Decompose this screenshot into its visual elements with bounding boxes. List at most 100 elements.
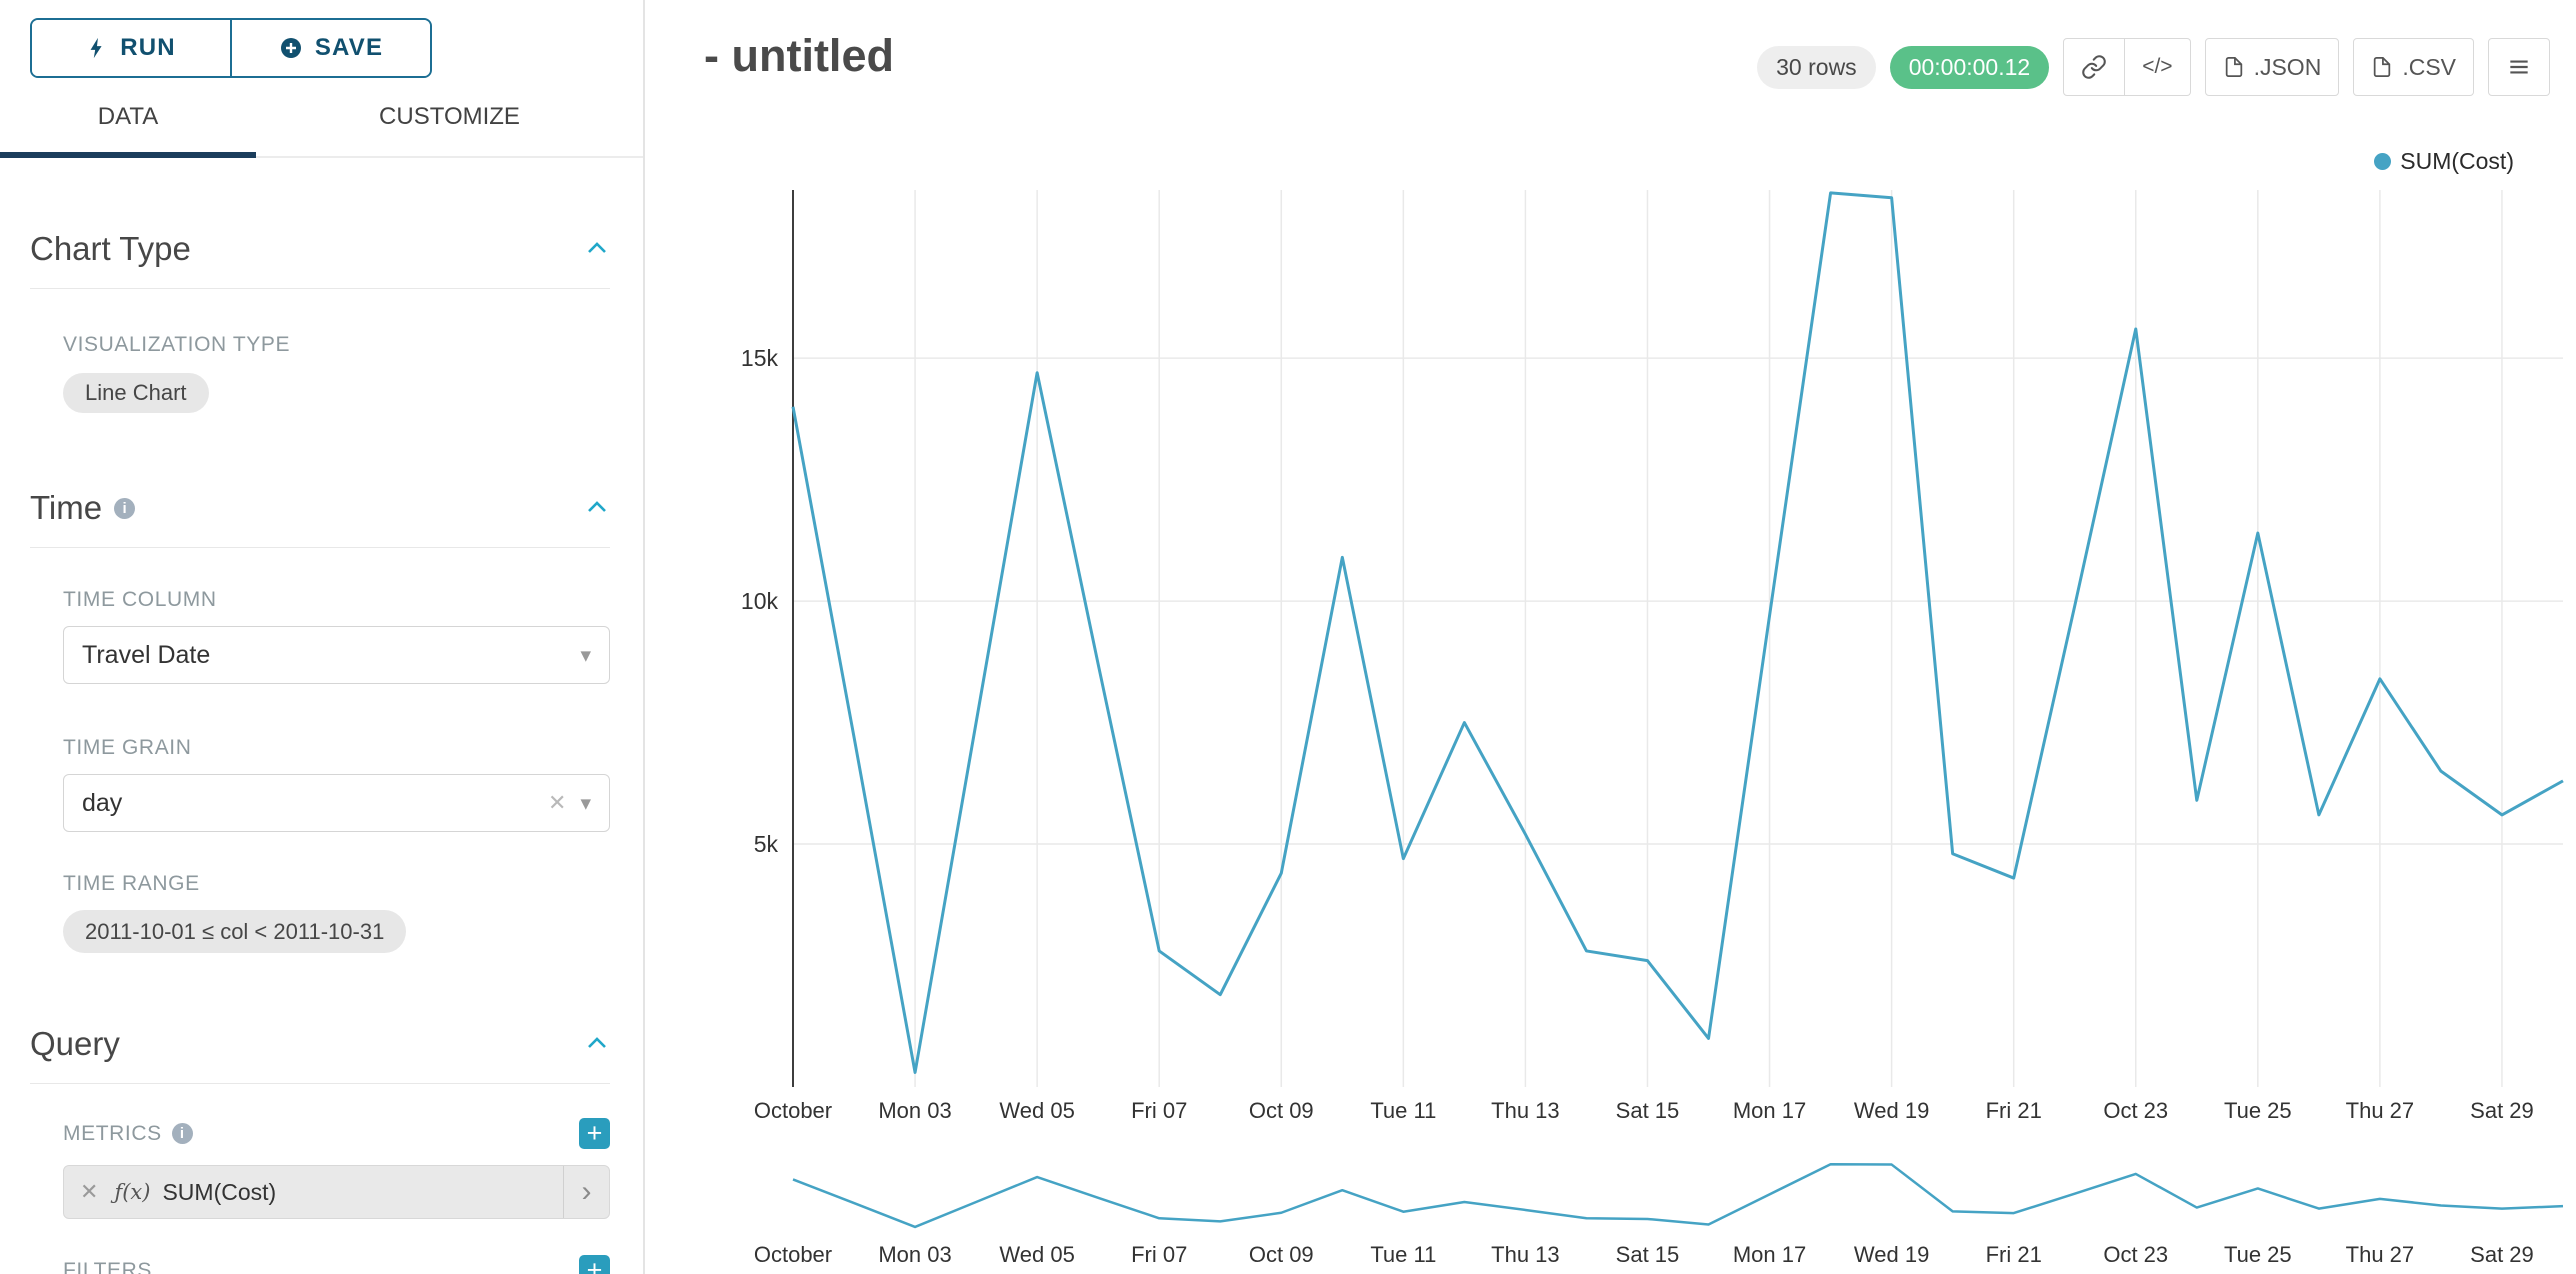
code-icon: </> (2142, 55, 2173, 78)
time-column-value: Travel Date (82, 640, 211, 669)
x-tick-label: Oct 09 (1249, 1242, 1314, 1267)
chevron-up-icon[interactable] (584, 495, 610, 521)
chart-menu-button[interactable] (2488, 38, 2550, 96)
bolt-icon (90, 37, 102, 59)
series-line[interactable] (791, 191, 2564, 1074)
y-tick-label: 5k (754, 831, 779, 857)
x-tick-label: Tue 25 (2224, 1242, 2292, 1267)
metric-label: SUM(Cost) (162, 1178, 277, 1205)
x-tick-label: Thu 13 (1491, 1098, 1560, 1123)
x-tick-label: Fri 07 (1131, 1242, 1187, 1267)
chevron-down-icon: ▾ (580, 791, 591, 815)
x-tick-label: Fri 21 (1986, 1098, 2042, 1123)
x-tick-label: Mon 17 (1733, 1098, 1806, 1123)
time-column-label: TIME COLUMN (63, 588, 217, 611)
x-tick-label: Wed 05 (999, 1098, 1074, 1123)
x-tick-label: Sat 15 (1616, 1242, 1680, 1267)
embed-code-button[interactable]: </> (2125, 38, 2191, 96)
run-button[interactable]: RUN (32, 20, 230, 76)
metrics-label: METRICS i (63, 1122, 193, 1146)
short-link-button[interactable] (2063, 38, 2126, 96)
run-save-group: RUN SAVE (30, 18, 432, 78)
link-icon (2082, 55, 2106, 79)
metrics-label-text: METRICS (63, 1121, 162, 1145)
rows-badge: 30 rows (1757, 45, 1876, 89)
x-tick-label: Tue 11 (1370, 1098, 1436, 1123)
run-label: RUN (120, 34, 176, 61)
chart-type-section-header[interactable]: Chart Type (30, 230, 610, 289)
chart-area: - untitled 30 rows 00:00:00.12 </> .JSON… (647, 0, 2576, 1274)
main-line-chart[interactable]: 5k 10k 15k October Mon 03 Wed 05 Fri 07 Oct 09 T… (647, 140, 2576, 1145)
save-button[interactable]: SAVE (230, 20, 430, 76)
chart-type-title: Chart Type (30, 230, 191, 267)
x-tick-label: Mon 03 (878, 1242, 951, 1267)
x-tick-label: Sat 29 (2470, 1098, 2534, 1123)
x-tick-label: Sat 15 (1616, 1098, 1680, 1123)
share-button-group: </> (2063, 38, 2191, 96)
x-tick-label: Oct 09 (1249, 1098, 1314, 1123)
chevron-up-icon[interactable] (584, 236, 610, 262)
legend-marker (2374, 153, 2392, 170)
file-icon (2225, 56, 2242, 78)
time-title-text: Time (30, 489, 103, 526)
header-controls: 30 rows 00:00:00.12 </> .JSON .CSV (1757, 38, 2550, 96)
info-icon: i (114, 497, 136, 519)
remove-metric-icon[interactable]: ✕ (80, 1179, 99, 1204)
tab-data[interactable]: DATA (0, 78, 256, 158)
y-tick-label: 10k (741, 588, 779, 614)
x-tick-label: Thu 27 (2346, 1242, 2415, 1267)
chart-legend[interactable]: SUM(Cost) (2374, 148, 2514, 175)
file-icon (2374, 56, 2391, 78)
add-filter-button[interactable]: + (579, 1255, 610, 1274)
add-metric-button[interactable]: + (579, 1118, 610, 1149)
chevron-down-icon: ▾ (580, 643, 591, 667)
x-tick-label: Tue 11 (1370, 1242, 1436, 1267)
x-tick-label: October (754, 1098, 832, 1123)
time-range-pill[interactable]: 2011-10-01 ≤ col < 2011-10-31 (63, 910, 407, 953)
x-tick-label: Mon 03 (878, 1098, 951, 1123)
x-tick-label: Mon 17 (1733, 1242, 1806, 1267)
y-tick-label: 15k (741, 345, 779, 371)
hamburger-icon (2510, 60, 2528, 74)
time-grain-value: day (82, 788, 123, 817)
viz-type-label: VISUALIZATION TYPE (63, 333, 291, 356)
data-panel: Chart Type VISUALIZATION TYPE Line Chart… (0, 230, 643, 1274)
tab-customize[interactable]: CUSTOMIZE (379, 103, 520, 130)
export-csv-button[interactable]: .CSV (2353, 38, 2474, 96)
time-title: Time i (30, 489, 136, 527)
clear-icon[interactable]: ✕ (548, 790, 567, 815)
x-tick-label: Fri 07 (1131, 1098, 1187, 1123)
mini-series-line (792, 1162, 2564, 1229)
x-tick-label: Fri 21 (1986, 1242, 2042, 1267)
x-tick-label: Tue 25 (2224, 1098, 2292, 1123)
save-label: SAVE (314, 34, 384, 61)
x-tick-label: Thu 27 (2346, 1098, 2415, 1123)
mini-preview-chart[interactable]: October Mon 03 Wed 05 Fri 07 Oct 09 Tue 11 Thu… (647, 1140, 2576, 1274)
export-json-label: .JSON (2253, 53, 2322, 80)
plus-circle-icon (280, 38, 301, 58)
x-tick-label: Sat 29 (2470, 1242, 2534, 1267)
query-title: Query (30, 1025, 120, 1062)
x-tick-label: Wed 19 (1854, 1242, 1929, 1267)
query-section-header[interactable]: Query (30, 1025, 610, 1084)
metric-item[interactable]: ✕ ƒ(x) SUM(Cost) › (63, 1165, 610, 1219)
export-csv-label: .CSV (2402, 53, 2456, 80)
info-icon: i (171, 1123, 193, 1144)
viz-type-pill[interactable]: Line Chart (63, 373, 209, 413)
page-title: - untitled (704, 30, 894, 81)
chevron-up-icon[interactable] (584, 1031, 610, 1057)
filters-label: FILTERS (63, 1258, 152, 1274)
x-tick-label: October (754, 1242, 832, 1267)
x-tick-label: Oct 23 (2103, 1242, 2168, 1267)
time-grain-select[interactable]: day ✕ ▾ (63, 774, 610, 832)
timer-badge: 00:00:00.12 (1889, 45, 2050, 89)
panel-tabs: DATA CUSTOMIZE (0, 78, 643, 158)
time-range-label: TIME RANGE (63, 872, 200, 895)
time-section-header[interactable]: Time i (30, 489, 610, 548)
legend-label: SUM(Cost) (2400, 148, 2514, 174)
chevron-right-icon[interactable]: › (563, 1166, 609, 1218)
export-json-button[interactable]: .JSON (2204, 38, 2340, 96)
time-column-select[interactable]: Travel Date ▾ (63, 626, 610, 684)
fx-icon: ƒ(x) (114, 1180, 151, 1204)
x-tick-label: Oct 23 (2103, 1098, 2168, 1123)
